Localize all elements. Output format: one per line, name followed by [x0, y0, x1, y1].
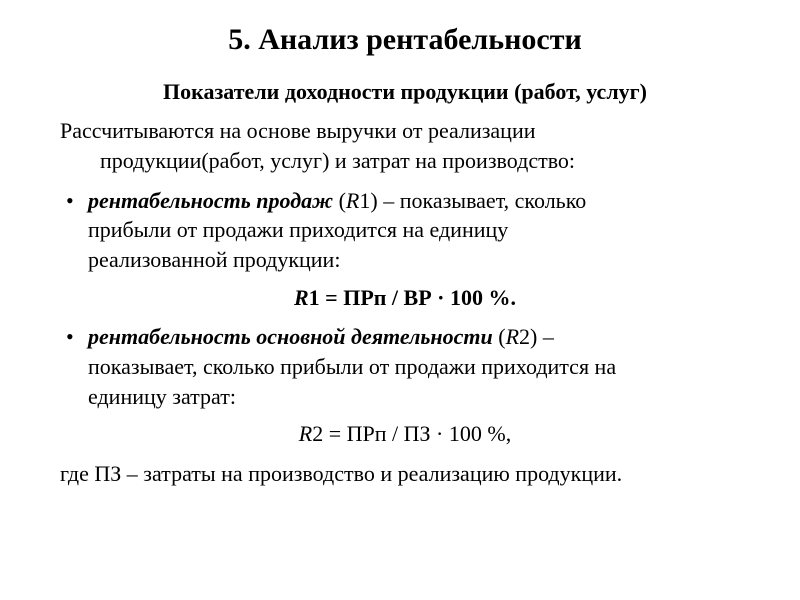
desc-1c: реализованной продукции:: [88, 247, 340, 272]
intro-line-2: продукции(работ, услуг) и затрат на прои…: [60, 148, 575, 173]
formula-2: R2 = ПРп / ПЗ · 100 %,: [60, 419, 750, 449]
intro-line-1: Рассчитываются на основе выручки от реал…: [60, 118, 536, 143]
code-num-2: 2) –: [519, 324, 554, 349]
bullet-list-2: рентабельность основной деятельности (R2…: [60, 322, 750, 411]
desc-2b: показывает, сколько прибыли от продажи п…: [88, 354, 616, 379]
formula-1-r: R: [294, 285, 309, 310]
desc-1b: прибыли от продажи приходится на единицу: [88, 217, 508, 242]
formula-1: R1 = ПРп / ВР · 100 %.: [60, 283, 750, 313]
formula-2-r: R: [299, 421, 312, 446]
formula-2-rest: 2 = ПРп / ПЗ · 100 %,: [312, 421, 511, 446]
r-symbol-1: R: [346, 188, 359, 213]
term-2: рентабельность основной деятельности: [88, 324, 493, 349]
desc-2c: единицу затрат:: [88, 384, 236, 409]
paren-2: (: [493, 324, 506, 349]
formula-1-rest: 1 = ПРп / ВР · 100 %.: [309, 285, 516, 310]
slide-subtitle: Показатели доходности продукции (работ, …: [60, 77, 750, 107]
footnote: где ПЗ – затраты на производство и реали…: [60, 459, 750, 489]
code-num-1: 1) –: [359, 188, 399, 213]
bullet-list: рентабельность продаж (R1) – показывает,…: [60, 186, 750, 275]
list-item-2: рентабельность основной деятельности (R2…: [60, 322, 750, 411]
intro-text: Рассчитываются на основе выручки от реал…: [60, 116, 750, 175]
term-1: рентабельность продаж: [88, 188, 333, 213]
r-symbol-2: R: [506, 324, 519, 349]
slide-title: 5. Анализ рентабельности: [60, 20, 750, 61]
list-item-1: рентабельность продаж (R1) – показывает,…: [60, 186, 750, 275]
desc-1a: показывает, сколько: [400, 188, 587, 213]
paren-1: (: [333, 188, 346, 213]
